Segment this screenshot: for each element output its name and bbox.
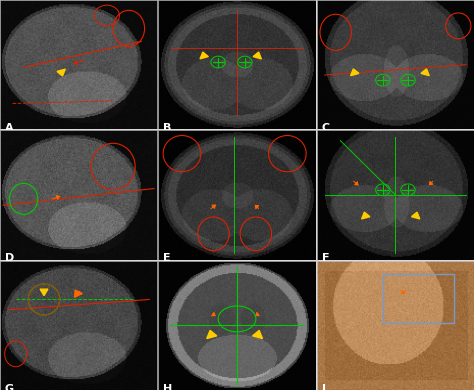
Text: B: B xyxy=(163,123,172,133)
Polygon shape xyxy=(411,212,420,219)
Polygon shape xyxy=(207,330,217,339)
Text: I: I xyxy=(321,383,326,390)
Bar xyxy=(383,274,454,323)
Text: E: E xyxy=(163,253,171,263)
Polygon shape xyxy=(253,52,262,59)
Text: G: G xyxy=(5,383,14,390)
Polygon shape xyxy=(200,52,209,59)
Text: H: H xyxy=(163,383,173,390)
Text: D: D xyxy=(5,253,14,263)
Polygon shape xyxy=(57,69,65,76)
Polygon shape xyxy=(74,290,82,297)
Polygon shape xyxy=(421,69,429,76)
Polygon shape xyxy=(40,289,48,296)
Polygon shape xyxy=(351,69,359,76)
Text: F: F xyxy=(321,253,329,263)
Text: C: C xyxy=(321,123,330,133)
Polygon shape xyxy=(362,212,370,219)
Text: A: A xyxy=(5,123,13,133)
Polygon shape xyxy=(253,330,263,339)
